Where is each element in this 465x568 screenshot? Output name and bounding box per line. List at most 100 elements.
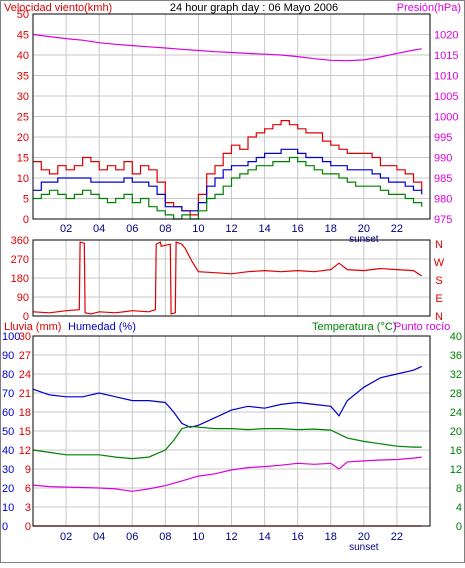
y-tick-label-right: 995 <box>434 132 452 144</box>
x-tick-label: 22 <box>391 223 403 235</box>
plot-frames <box>32 13 431 527</box>
humidity-axis-title: Humedad (%) <box>68 321 136 333</box>
y-tick-label: 20 <box>17 132 29 144</box>
temperature-tick-label: 28 <box>450 388 462 400</box>
x-tick-label: 20 <box>358 531 370 543</box>
y-tick-label: 270 <box>11 254 29 266</box>
rain-tick-label: 0 <box>25 521 31 533</box>
temperature-tick-label: 12 <box>450 464 462 476</box>
wind-direction-plot-frame <box>32 239 431 317</box>
wind-pressure-plot-frame <box>32 13 431 220</box>
dewpoint-series-line <box>32 456 422 492</box>
rain-tick-label: 15 <box>19 426 31 438</box>
sunset-label: sunset <box>349 542 379 553</box>
wind-direction-series-line <box>32 241 423 315</box>
y-tick-label: 10 <box>17 173 29 185</box>
direction-label: N <box>435 311 443 323</box>
rain-tick-label: 18 <box>19 407 31 419</box>
y-tick-label: 90 <box>17 292 29 304</box>
y-tick-label: 360 <box>11 235 29 247</box>
x-tick-label: 12 <box>225 531 237 543</box>
y-tick-label: 35 <box>17 71 29 83</box>
y-tick-label-right: 1015 <box>434 50 458 62</box>
temperature-tick-label: 20 <box>450 426 462 438</box>
pressure-series-line <box>32 33 422 62</box>
direction-label: S <box>435 275 442 287</box>
x-tick-label: 14 <box>258 223 270 235</box>
x-tick-label: 18 <box>325 531 337 543</box>
rain-tick-label: 24 <box>19 369 31 381</box>
x-tick-label: 08 <box>159 223 171 235</box>
wind-speed-series-line <box>33 156 423 220</box>
x-tick-label: 22 <box>391 531 403 543</box>
rain-tick-label: 6 <box>25 483 31 495</box>
temperature-tick-label: 8 <box>456 483 462 495</box>
humidity-tick-label: 50 <box>2 426 14 438</box>
x-tick-label: 16 <box>292 223 304 235</box>
y-tick-label: 40 <box>17 50 29 62</box>
rain-axis-title: Lluvia (mm) <box>4 321 61 333</box>
x-tick-label: 20 <box>358 223 370 235</box>
humidity-tick-label: 10 <box>2 502 14 514</box>
x-tick-label: 02 <box>60 223 72 235</box>
tick-labels: 0510152025303540455097598098599099510001… <box>2 9 462 553</box>
y-tick-label-right: 1010 <box>434 71 458 83</box>
humidity-tick-label: 40 <box>2 445 14 457</box>
rain-tick-label: 12 <box>19 445 31 457</box>
temperature-series-line <box>32 425 422 460</box>
temperature-tick-label: 36 <box>450 350 462 362</box>
temperature-tick-label: 16 <box>450 445 462 457</box>
temperature-tick-label: 24 <box>450 407 462 419</box>
x-tick-label: 18 <box>325 223 337 235</box>
x-tick-label: 04 <box>93 223 105 235</box>
temperature-tick-label: 4 <box>456 502 462 514</box>
y-tick-label: 5 <box>23 194 29 206</box>
y-tick-label-right: 980 <box>434 194 452 206</box>
temperature-tick-label: 0 <box>456 521 462 533</box>
x-tick-label: 08 <box>159 531 171 543</box>
x-tick-label: 16 <box>292 531 304 543</box>
humidity-tick-label: 30 <box>2 464 14 476</box>
x-tick-label: 06 <box>126 531 138 543</box>
y-tick-label: 0 <box>23 214 29 226</box>
y-tick-label-right: 1005 <box>434 91 458 103</box>
humidity-series-line <box>32 365 422 428</box>
x-tick-label: 06 <box>126 223 138 235</box>
humidity-tick-label: 90 <box>2 350 14 362</box>
temperature-tick-label: 32 <box>450 369 462 381</box>
humidity-tick-label: 20 <box>2 483 14 495</box>
chart-title: 24 hour graph day : 06 Mayo 2006 <box>170 2 338 14</box>
pressure-axis-title: Presión(hPa) <box>397 2 461 14</box>
humidity-temperature-plot-frame <box>32 335 431 527</box>
humidity-tick-label: 80 <box>2 369 14 381</box>
y-tick-label-right: 990 <box>434 153 452 165</box>
rain-tick-label: 21 <box>19 388 31 400</box>
x-tick-label: 14 <box>258 531 270 543</box>
x-tick-label: 10 <box>192 531 204 543</box>
y-tick-label: 45 <box>17 30 29 42</box>
y-tick-label-right: 1000 <box>434 112 458 124</box>
humidity-tick-label: 0 <box>2 521 8 533</box>
rain-tick-label: 30 <box>19 331 31 343</box>
y-tick-label-right: 975 <box>434 214 452 226</box>
sunset-label: sunset <box>349 234 379 245</box>
humidity-tick-label: 70 <box>2 388 14 400</box>
x-tick-label: 10 <box>192 223 204 235</box>
wind-average-series-line <box>33 148 423 212</box>
y-tick-label-right: 1020 <box>434 30 458 42</box>
y-tick-label: 50 <box>17 9 29 21</box>
wind-axis-title: Velocidad viento(kmh) <box>4 2 112 14</box>
humidity-tick-label: 60 <box>2 407 14 419</box>
y-tick-label-right: 985 <box>434 173 452 185</box>
rain-tick-label: 9 <box>25 464 31 476</box>
dewpoint-axis-title: Punto rocío <box>394 321 450 333</box>
x-tick-label: 12 <box>225 223 237 235</box>
direction-label: E <box>435 293 442 305</box>
x-tick-label: 02 <box>60 531 72 543</box>
x-tick-label: 04 <box>93 531 105 543</box>
direction-label: W <box>434 257 445 269</box>
y-tick-label: 180 <box>11 273 29 285</box>
y-tick-label: 15 <box>17 153 29 165</box>
